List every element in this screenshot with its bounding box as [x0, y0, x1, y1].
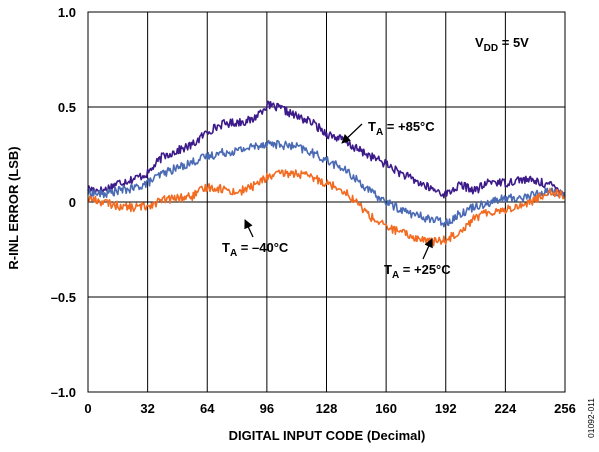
x-tick-label: 192 [435, 401, 457, 416]
t25-arrow [422, 238, 433, 260]
x-tick-label: 32 [140, 401, 154, 416]
x-tick-label: 0 [84, 401, 91, 416]
figure-id: 01092-011 [586, 398, 596, 438]
vdd-annotation: VDD = 5V [475, 35, 529, 54]
tm40-arrow [244, 219, 254, 238]
x-tick-label: 224 [495, 401, 517, 416]
x-tick-label: 160 [375, 401, 397, 416]
x-tick-label: 96 [260, 401, 274, 416]
y-tick-label: 0.5 [58, 100, 76, 115]
x-axis-label: DIGITAL INPUT CODE (Decimal) [229, 428, 426, 443]
plot-frame [87, 11, 566, 393]
t25-annotation: TA = +25°C [384, 262, 451, 281]
y-axis-label: R-INL ERROR (LSB) [6, 146, 21, 269]
x-tick-label: 64 [200, 401, 215, 416]
y-tick-label: –0.5 [51, 290, 76, 305]
t85-arrow [341, 123, 363, 144]
series-group [87, 100, 566, 247]
series-line-t85 [87, 100, 566, 199]
series-line-tm40 [87, 169, 566, 247]
series-line-t25 [87, 139, 566, 228]
y-tick-label: 0 [69, 195, 76, 210]
x-tick-labels: 0 32 64 96 128 160 192 224 256 [84, 401, 575, 416]
y-tick-label: –1.0 [51, 385, 76, 400]
x-tick-label: 256 [554, 401, 576, 416]
x-tick-label: 128 [316, 401, 338, 416]
y-tick-label: 1.0 [58, 5, 76, 20]
y-tick-labels: 1.0 0.5 0 –0.5 –1.0 [51, 5, 76, 400]
tm40-annotation: TA = –40°C [222, 240, 289, 259]
t85-annotation: TA = +85°C [368, 119, 435, 138]
